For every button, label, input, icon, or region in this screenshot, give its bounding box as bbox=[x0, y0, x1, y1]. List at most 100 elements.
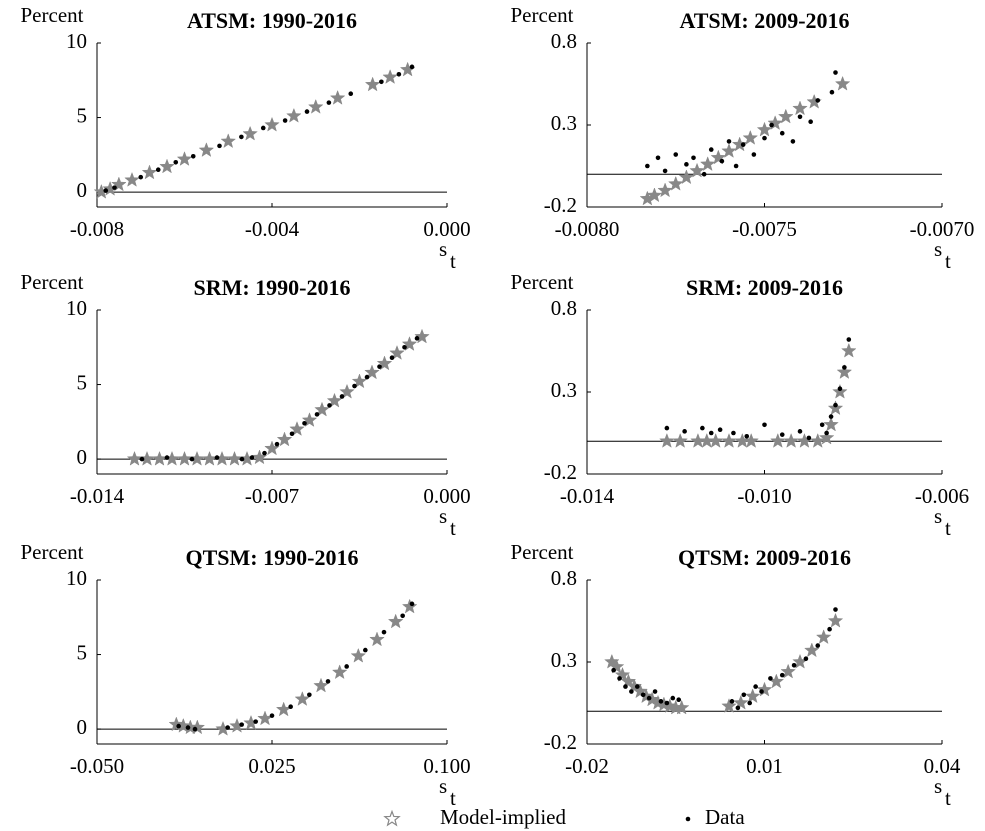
model-point bbox=[286, 107, 302, 123]
data-point bbox=[670, 695, 676, 701]
data-point bbox=[646, 695, 652, 701]
y-tick-label: -0.2 bbox=[544, 730, 577, 754]
data-point bbox=[741, 692, 747, 698]
data-point bbox=[339, 394, 345, 399]
x-tick-label: -0.007 bbox=[245, 484, 299, 508]
model-point bbox=[667, 175, 684, 191]
data-point bbox=[837, 386, 843, 392]
y-tick-label: 0 bbox=[77, 445, 88, 469]
x-axis-label-subscript: t bbox=[450, 516, 456, 540]
data-point bbox=[664, 425, 670, 431]
model-point bbox=[414, 328, 430, 344]
data-point bbox=[103, 188, 109, 193]
data-point bbox=[829, 89, 835, 95]
data-point bbox=[797, 114, 803, 120]
data-point bbox=[779, 672, 785, 678]
y-tick-label: 5 bbox=[77, 103, 88, 127]
model-point bbox=[314, 401, 330, 417]
model-point bbox=[294, 691, 311, 706]
data-point bbox=[645, 163, 650, 169]
panel-title: ATSM: 2009-2016 bbox=[679, 8, 849, 33]
data-point bbox=[239, 722, 244, 727]
data-point bbox=[381, 629, 387, 635]
model-point bbox=[276, 431, 293, 447]
model-point bbox=[189, 719, 206, 735]
model-point bbox=[301, 412, 318, 427]
data-point bbox=[352, 383, 357, 389]
model-point bbox=[823, 416, 839, 432]
model-point bbox=[339, 383, 355, 399]
x-tick-label: -0.02 bbox=[565, 754, 609, 778]
data-point bbox=[314, 412, 320, 417]
data-point bbox=[682, 429, 687, 434]
y-tick-label: 0.3 bbox=[551, 648, 577, 672]
panel-title: ATSM: 1990-2016 bbox=[187, 8, 357, 33]
model-point bbox=[673, 699, 690, 715]
model-point bbox=[176, 151, 193, 166]
data-point bbox=[304, 109, 310, 114]
model-point bbox=[264, 116, 280, 132]
data-point bbox=[779, 130, 785, 136]
model-point bbox=[744, 688, 761, 704]
data-point bbox=[400, 613, 405, 619]
data-point bbox=[842, 365, 847, 370]
data-point bbox=[173, 159, 179, 165]
model-point bbox=[351, 373, 368, 389]
model-point bbox=[770, 432, 786, 448]
panel-title: SRM: 2009-2016 bbox=[686, 275, 843, 300]
model-point bbox=[307, 98, 324, 114]
data-point bbox=[389, 355, 395, 361]
x-tick-label: 0.025 bbox=[248, 754, 295, 778]
data-point bbox=[769, 122, 774, 128]
x-tick-label: -0.0075 bbox=[732, 217, 797, 241]
data-point bbox=[808, 119, 813, 125]
data-point bbox=[753, 684, 758, 689]
data-point bbox=[673, 152, 679, 157]
model-point bbox=[707, 432, 724, 448]
x-axis-label-subscript: t bbox=[450, 249, 456, 273]
data-point bbox=[611, 667, 616, 673]
x-tick-label: 0.04 bbox=[924, 754, 961, 778]
model-point bbox=[678, 169, 695, 185]
panel-title: QTSM: 1990-2016 bbox=[186, 545, 359, 570]
data-point bbox=[779, 432, 785, 437]
x-tick-label: 0.000 bbox=[423, 484, 470, 508]
model-point bbox=[364, 76, 381, 92]
data-point bbox=[708, 147, 714, 152]
y-tick-label: -0.2 bbox=[544, 460, 577, 484]
x-tick-label: -0.004 bbox=[245, 217, 300, 241]
legend-marker bbox=[383, 809, 401, 827]
model-point bbox=[198, 142, 215, 157]
data-point bbox=[726, 139, 732, 144]
data-point bbox=[344, 664, 349, 669]
data-point bbox=[827, 626, 832, 632]
model-point bbox=[126, 450, 143, 466]
data-point bbox=[629, 689, 634, 694]
x-tick-label: -0.0080 bbox=[555, 217, 620, 241]
data-point bbox=[189, 456, 195, 462]
data-point bbox=[833, 70, 838, 75]
y-tick-label: 0.8 bbox=[551, 566, 577, 590]
model-point bbox=[815, 629, 832, 645]
data-point bbox=[815, 98, 821, 103]
model-point bbox=[792, 100, 808, 116]
data-point bbox=[260, 125, 266, 131]
model-point bbox=[672, 432, 688, 448]
data-point bbox=[828, 414, 834, 419]
model-point bbox=[399, 61, 416, 77]
model-point bbox=[659, 432, 675, 448]
model-point bbox=[689, 162, 705, 178]
model-point bbox=[721, 698, 737, 713]
y-tick-label: 0.8 bbox=[551, 296, 577, 320]
data-point bbox=[326, 100, 332, 105]
model-point bbox=[836, 364, 853, 379]
x-tick-label: -0.014 bbox=[560, 484, 615, 508]
y-tick-label: 0.3 bbox=[551, 111, 577, 135]
legend-label: Model-implied bbox=[440, 805, 566, 829]
y-tick-label: -0.2 bbox=[544, 193, 577, 217]
y-tick-label: 0 bbox=[77, 715, 88, 739]
model-point bbox=[257, 710, 273, 726]
model-point bbox=[369, 631, 385, 647]
data-point bbox=[249, 455, 255, 460]
data-point bbox=[797, 429, 803, 434]
